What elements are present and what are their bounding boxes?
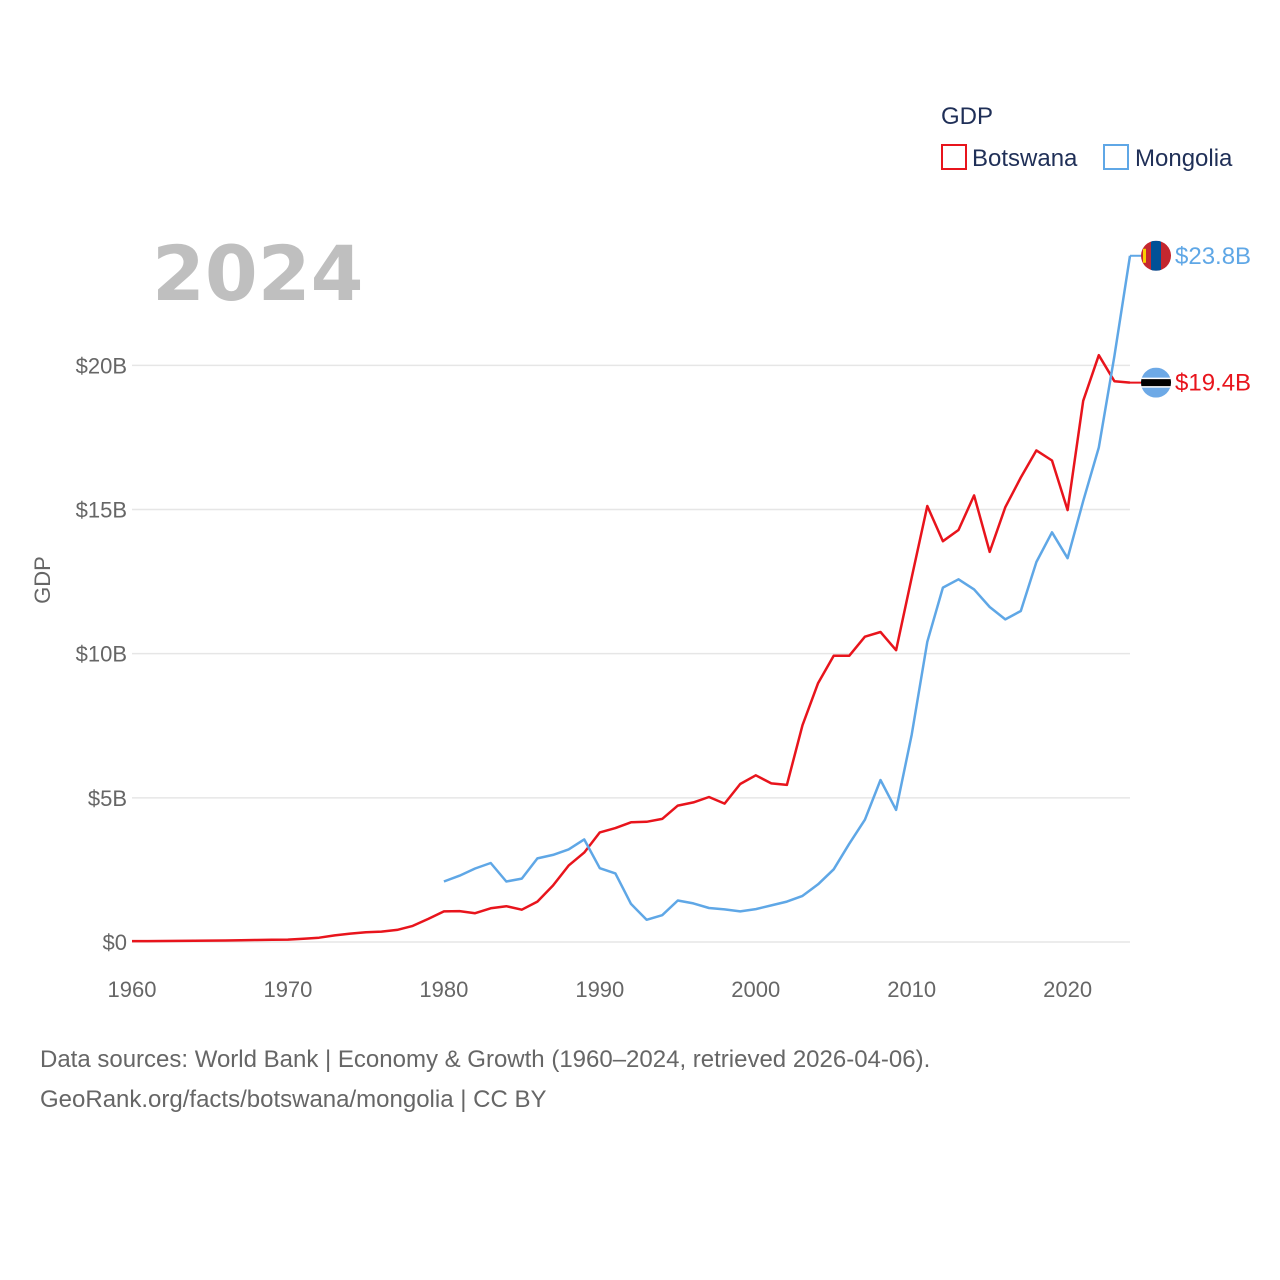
legend-item-botswana[interactable]: Botswana [941, 144, 1078, 172]
x-tick-label: 2020 [1043, 977, 1092, 1002]
series-line-mongolia[interactable] [443, 255, 1132, 922]
legend-item-mongolia[interactable]: Mongolia [1103, 144, 1233, 172]
end-value-label-mongolia: $23.8B [1175, 243, 1251, 270]
end-value-label-botswana: $19.4B [1175, 370, 1251, 397]
mongolia-flag-icon [1141, 240, 1171, 271]
legend-label-botswana: Botswana [972, 145, 1078, 172]
data-source-note: Data sources: World Bank | Economy & Gro… [40, 1040, 930, 1120]
legend-swatch-mongolia [1103, 144, 1129, 170]
x-axis-ticks: 1960 1970 1980 1990 2000 2010 2020 [108, 977, 1093, 1002]
y-tick-label: $20B [76, 353, 127, 378]
x-tick-label: 2000 [731, 977, 780, 1002]
grid-lines [132, 364, 1130, 943]
year-label: 2024 [152, 229, 364, 318]
x-tick-label: 1980 [419, 977, 468, 1002]
x-tick-label: 2010 [887, 977, 936, 1002]
source-line-1: Data sources: World Bank | Economy & Gro… [40, 1046, 931, 1073]
legend-swatch-botswana [941, 144, 967, 170]
source-line-2[interactable]: GeoRank.org/facts/botswana/mongolia | CC… [40, 1086, 547, 1113]
end-labels: $19.4B $23.8B [1130, 240, 1251, 398]
y-axis-ticks: $0 $5B $10B $15B $20B [76, 353, 127, 955]
x-tick-label: 1970 [263, 977, 312, 1002]
x-tick-label: 1990 [575, 977, 624, 1002]
y-axis-label: GDP [30, 556, 55, 604]
series-lines [132, 255, 1132, 943]
y-tick-label: $5B [88, 786, 127, 811]
y-tick-label: $0 [103, 930, 127, 955]
y-tick-label: $10B [76, 642, 127, 667]
legend-title: GDP [941, 103, 993, 130]
x-tick-label: 1960 [108, 977, 157, 1002]
botswana-flag-icon [1141, 367, 1171, 398]
series-line-botswana[interactable] [132, 353, 1131, 943]
legend-label-mongolia: Mongolia [1135, 145, 1233, 172]
y-tick-label: $15B [76, 498, 127, 523]
